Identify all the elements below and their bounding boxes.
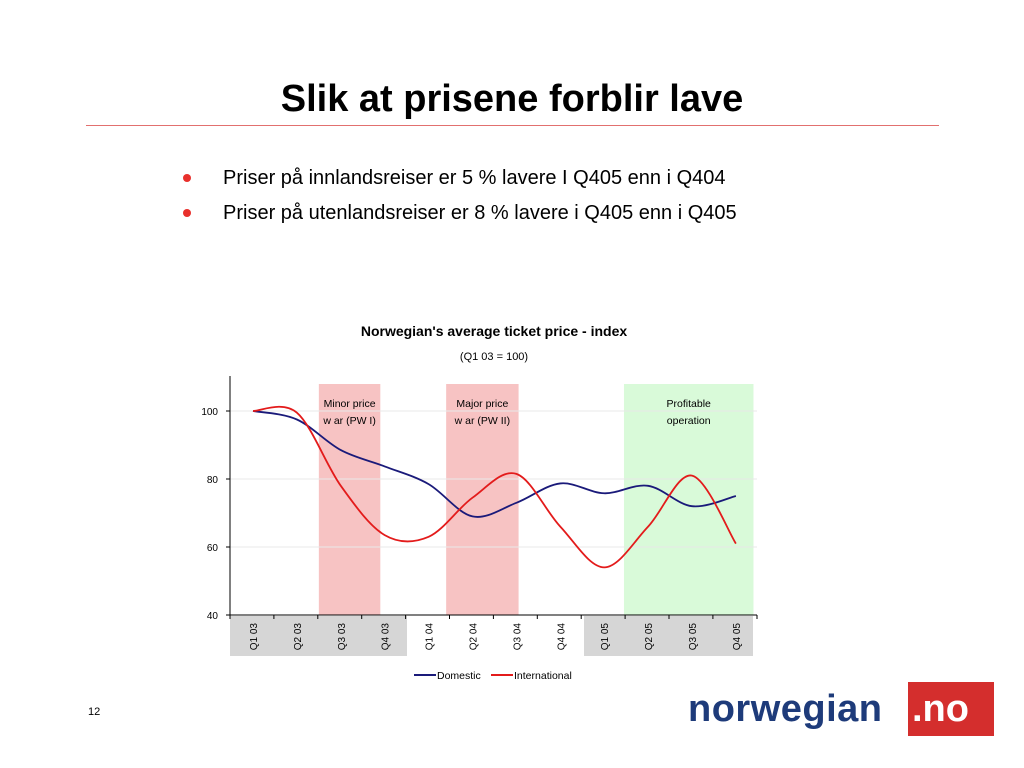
shaded-region [446,384,519,615]
slide-title: Slik at prisene forblir lave [280,78,744,120]
y-tick-label: 60 [207,543,219,554]
region-label: operation [667,415,711,427]
x-tick-label: Q3 04 [512,623,523,651]
chart-subtitle: (Q1 03 = 100) [459,351,529,363]
x-tick-label: Q4 05 [732,623,743,651]
bullet-text: Priser på utenlandsreiser er 8 % lavere … [223,202,737,224]
chart-title: Norwegian's average ticket price - index [360,323,628,339]
x-tick-label: Q1 03 [249,623,260,651]
x-label-band-gap [407,616,584,656]
x-tick-label: Q1 04 [425,623,436,651]
norwegian-logo: norwegian .no [684,682,1004,748]
title-divider [86,125,939,126]
legend-label: Domestic [437,670,481,682]
bullet-icon [183,174,191,182]
bullet-list: Priser på innlandsreiser er 5 % lavere I… [183,166,737,236]
y-tick-label: 40 [207,611,219,622]
x-tick-label: Q2 05 [644,623,655,651]
series-line-domestic [252,410,737,518]
line-chart: Minor price w ar (PW I) Major price w ar (P… [201,376,758,682]
region-label: Profitable [667,398,712,410]
logo-red-box [908,682,994,736]
region-label: Major price [456,398,508,410]
bullet-icon [183,209,191,217]
x-tick-label: Q3 05 [688,623,699,651]
y-tick-label: 100 [201,407,218,418]
logo-suffix: .no [912,688,969,730]
bullet-item: Priser på utenlandsreiser er 8 % lavere … [183,201,737,236]
logo-wordmark: norwegian [688,688,883,730]
x-tick-label: Q2 03 [293,623,304,651]
bullet-item: Priser på innlandsreiser er 5 % lavere I… [183,166,737,201]
bullet-text: Priser på innlandsreiser er 5 % lavere I… [223,167,726,189]
x-tick-label: Q4 03 [381,623,392,651]
series-line-international [252,405,737,569]
shaded-region [623,384,754,615]
region-label: w ar (PW I) [322,415,376,427]
x-tick-label: Q1 05 [600,623,611,651]
x-tick-label: Q3 03 [337,623,348,651]
page-number: 12 [88,706,101,718]
region-label: Minor price [324,398,376,410]
x-tick-label: Q2 04 [469,623,480,651]
x-tick-label: Q4 04 [556,623,567,651]
y-tick-label: 80 [207,475,219,486]
shaded-region [318,384,381,615]
region-label: w ar (PW II) [454,415,510,427]
legend-label: International [514,670,572,682]
